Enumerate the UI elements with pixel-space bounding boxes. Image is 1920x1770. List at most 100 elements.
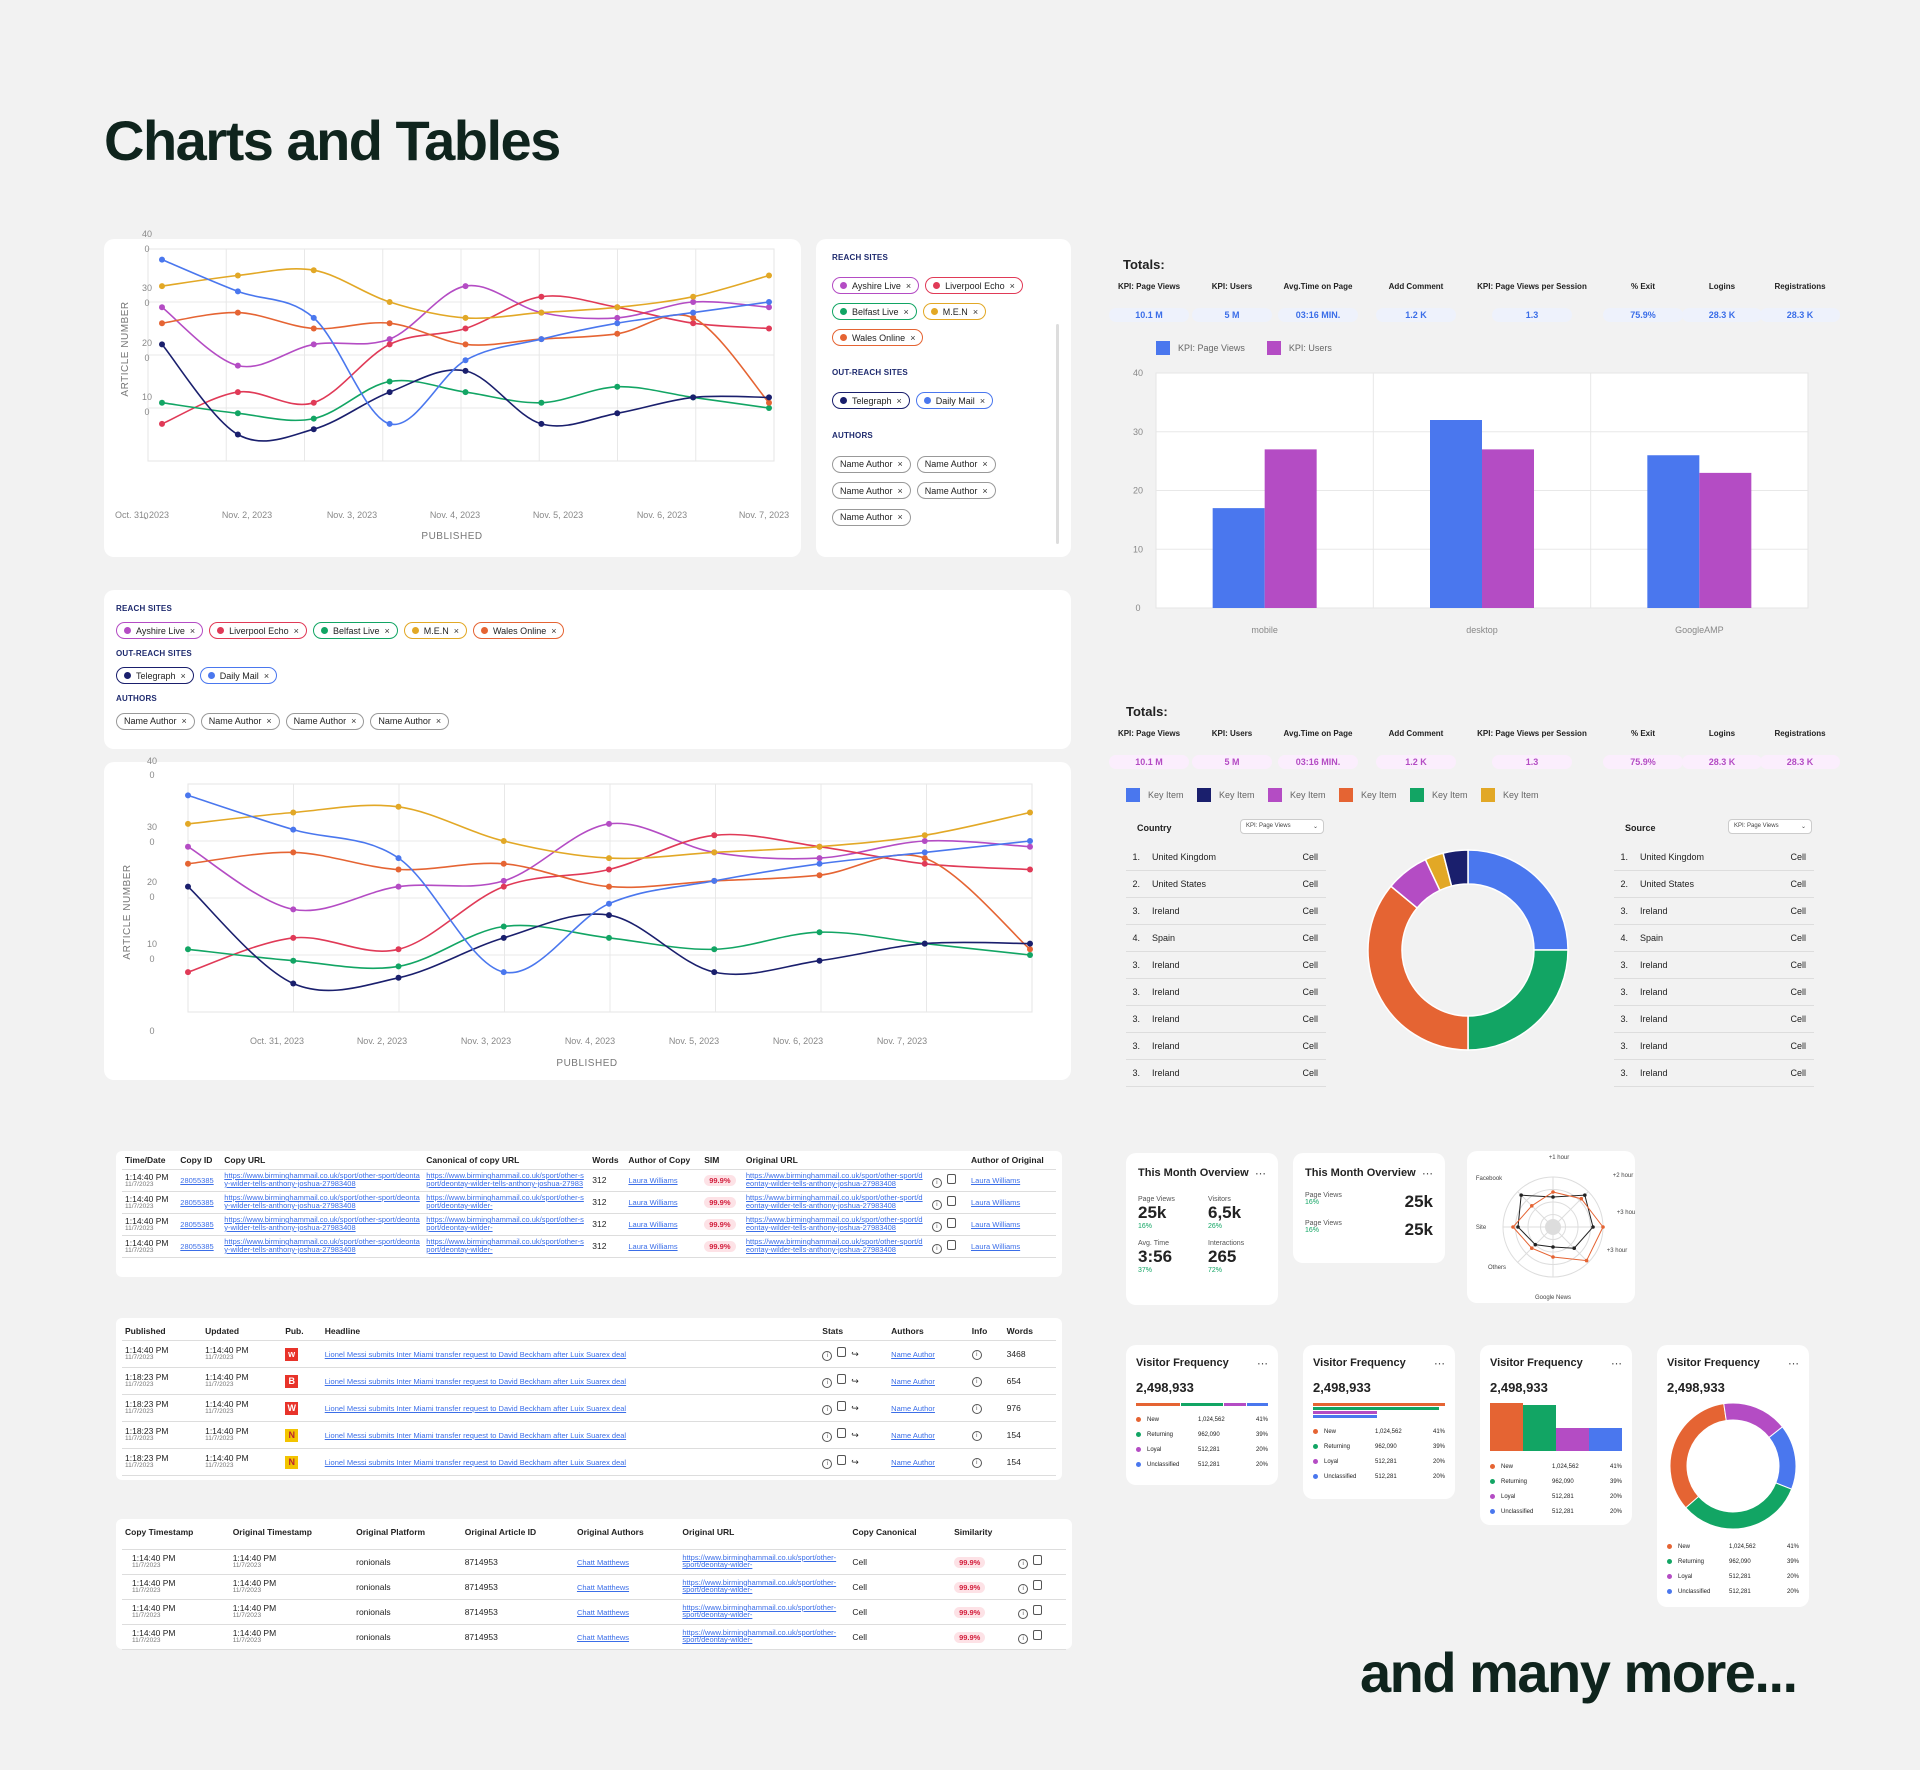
author-chip[interactable]: Name Author × — [285, 712, 365, 730]
bar[interactable] — [1212, 508, 1265, 608]
share-icon[interactable]: ↪ — [851, 1376, 859, 1386]
data-point[interactable] — [185, 792, 191, 799]
data-point[interactable] — [1027, 952, 1033, 958]
reach-site-chip[interactable]: M.E.N × — [922, 303, 987, 320]
copy-url-link[interactable]: https://www.birminghammail.co.uk/sport/o… — [224, 1238, 420, 1254]
close-icon[interactable]: × — [189, 625, 196, 636]
clipboard-icon[interactable] — [837, 1374, 847, 1384]
original-url-link[interactable]: https://www.birminghammail.co.uk/sport/o… — [682, 1603, 837, 1620]
donut-slice[interactable] — [1723, 1402, 1784, 1439]
reach-site-chip[interactable]: M.E.N × — [403, 622, 468, 639]
data-point[interactable] — [234, 431, 241, 438]
original-url-link[interactable]: https://www.birminghammail.co.uk/sport/o… — [682, 1628, 837, 1645]
close-icon[interactable]: × — [551, 625, 557, 636]
data-point[interactable] — [606, 883, 612, 890]
data-point[interactable] — [234, 410, 241, 417]
data-point[interactable] — [1027, 940, 1033, 947]
original-author-link[interactable]: Laura Williams — [970, 1176, 1021, 1186]
data-point[interactable] — [766, 405, 772, 411]
data-point[interactable] — [500, 877, 507, 884]
data-point[interactable] — [538, 336, 545, 343]
data-point[interactable] — [711, 832, 718, 839]
donut-slice[interactable] — [1768, 1426, 1797, 1490]
canonical-link[interactable]: https://www.birminghammail.co.uk/sport/o… — [426, 1216, 584, 1232]
info-icon[interactable]: i — [1018, 1609, 1029, 1619]
data-point[interactable] — [921, 855, 928, 862]
data-point[interactable] — [538, 399, 545, 406]
data-point[interactable] — [500, 860, 507, 867]
more-icon[interactable]: ⋯ — [1611, 1358, 1622, 1370]
close-icon[interactable]: × — [910, 332, 916, 343]
data-point[interactable] — [711, 969, 718, 976]
data-point[interactable] — [462, 314, 469, 321]
data-point[interactable] — [185, 843, 191, 850]
close-icon[interactable]: × — [384, 625, 390, 636]
copy-url-link[interactable]: https://www.birminghammail.co.uk/sport/o… — [224, 1194, 420, 1210]
data-point[interactable] — [1027, 946, 1033, 953]
info-icon[interactable]: i — [1018, 1559, 1029, 1569]
info-icon[interactable]: i — [822, 1351, 833, 1361]
data-point[interactable] — [290, 906, 297, 913]
data-point[interactable] — [538, 309, 545, 316]
info-icon[interactable]: i — [931, 1243, 942, 1254]
close-icon[interactable]: × — [905, 280, 912, 291]
data-point[interactable] — [462, 341, 469, 348]
data-point[interactable] — [690, 320, 697, 327]
author-chip[interactable]: Name Author × — [832, 455, 911, 473]
data-point[interactable] — [1027, 838, 1033, 844]
data-point[interactable] — [921, 832, 928, 839]
more-icon[interactable]: ⋯ — [1422, 1168, 1433, 1180]
data-point[interactable] — [816, 929, 823, 936]
close-icon[interactable]: × — [896, 395, 902, 406]
info-icon[interactable]: i — [1018, 1584, 1029, 1594]
source-kpi-select[interactable]: KPI: Page Views ⌄ — [1728, 819, 1812, 834]
close-icon[interactable]: × — [266, 716, 272, 726]
info-icon[interactable]: i — [971, 1457, 982, 1468]
data-point[interactable] — [606, 934, 612, 941]
clipboard-icon[interactable] — [837, 1401, 847, 1411]
author-link[interactable]: Name Author — [891, 1430, 935, 1440]
data-point[interactable] — [606, 866, 612, 873]
author-link[interactable]: Name Author — [891, 1376, 935, 1386]
data-point[interactable] — [500, 934, 507, 941]
data-point[interactable] — [310, 325, 317, 332]
clipboard-icon[interactable] — [1033, 1555, 1043, 1565]
data-point[interactable] — [159, 283, 165, 290]
data-point[interactable] — [310, 399, 317, 406]
data-point[interactable] — [310, 341, 317, 348]
more-icon[interactable]: ⋯ — [1434, 1358, 1445, 1370]
author-chip[interactable]: Name Author × — [832, 508, 911, 526]
data-point[interactable] — [159, 320, 165, 327]
data-point[interactable] — [500, 969, 507, 976]
data-point[interactable] — [185, 946, 191, 953]
headline-link[interactable]: Lionel Messi submits Inter Miami transfe… — [324, 1457, 627, 1467]
data-point[interactable] — [395, 974, 402, 981]
author-link[interactable]: Name Author — [891, 1349, 935, 1359]
donut-slice[interactable] — [1467, 849, 1569, 951]
close-icon[interactable]: × — [453, 625, 460, 636]
close-icon[interactable]: × — [351, 716, 357, 726]
donut-slice[interactable] — [1467, 949, 1569, 1051]
data-point[interactable] — [395, 855, 402, 862]
data-point[interactable] — [310, 415, 317, 422]
close-icon[interactable]: × — [982, 485, 988, 496]
data-point[interactable] — [395, 883, 402, 890]
data-point[interactable] — [500, 883, 507, 890]
data-point[interactable] — [538, 293, 545, 300]
close-icon[interactable]: × — [972, 306, 979, 317]
data-point[interactable] — [386, 341, 393, 348]
info-icon[interactable]: i — [971, 1349, 982, 1360]
info-icon[interactable]: i — [931, 1221, 942, 1232]
original-url-link[interactable]: https://www.birminghammail.co.uk/sport/o… — [745, 1172, 923, 1188]
bar[interactable] — [1699, 472, 1752, 608]
data-point[interactable] — [766, 299, 772, 305]
data-point[interactable] — [395, 866, 402, 873]
clipboard-icon[interactable] — [837, 1428, 847, 1438]
original-author-link[interactable]: Laura Williams — [970, 1220, 1021, 1230]
author-chip[interactable]: Name Author × — [916, 455, 996, 473]
original-author-link[interactable]: Laura Williams — [970, 1198, 1021, 1208]
author-link[interactable]: Chatt Matthews — [576, 1607, 630, 1617]
data-point[interactable] — [290, 826, 297, 833]
author-link[interactable]: Name Author — [891, 1457, 935, 1467]
data-point[interactable] — [1027, 809, 1033, 816]
